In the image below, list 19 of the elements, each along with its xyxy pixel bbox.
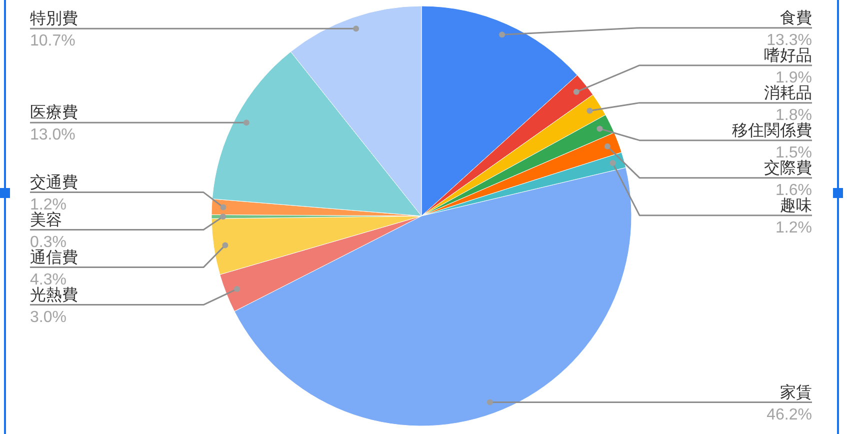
slice-label: 趣味 xyxy=(780,196,812,214)
slice-label: 嗜好品 xyxy=(764,46,812,64)
slice-label: 移住関係費 xyxy=(732,121,812,140)
data-label: 13.0% xyxy=(30,126,76,144)
slice-label: 消耗品 xyxy=(764,84,812,102)
slice-label: 美容 xyxy=(30,210,62,229)
data-label: 10.7% xyxy=(30,32,76,50)
data-label: 46.2% xyxy=(766,406,812,424)
data-label: 3.0% xyxy=(30,308,66,326)
data-label: 1.9% xyxy=(776,69,812,86)
data-label: 1.2% xyxy=(776,219,812,236)
slice-label: 交通費 xyxy=(30,173,78,192)
slice-label: 家賃 xyxy=(780,383,812,402)
slice-label: 医療費 xyxy=(30,104,78,122)
slice-label: 交際費 xyxy=(764,158,812,177)
slice-label: 通信費 xyxy=(30,248,78,266)
slice-label: 光熱費 xyxy=(30,286,78,304)
slice-label: 特別費 xyxy=(30,10,78,28)
slice-label: 食費 xyxy=(780,8,812,27)
